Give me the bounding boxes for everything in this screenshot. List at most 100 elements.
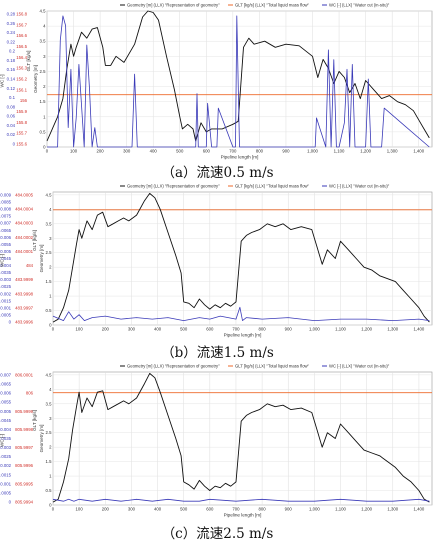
chart-panel-c: Geometry [m] (LLX) "Representation of ge… xyxy=(0,361,435,543)
wc-tick-label: 0 xyxy=(13,142,16,147)
wc-tick-label: 0.0035 xyxy=(0,270,12,275)
wc-tick-label: 0.1 xyxy=(9,95,16,100)
wc-tick-label: 0.28 xyxy=(7,12,16,17)
wc-tick-label: 0.003 xyxy=(0,445,11,450)
geometry-tick-label: 4.5 xyxy=(40,9,47,14)
wc-tick-label: 0.008 xyxy=(0,207,11,212)
geometry-tick-label: 2 xyxy=(49,445,52,450)
x-tick-label: 0 xyxy=(52,507,55,512)
wc-series-line xyxy=(52,306,430,322)
plot-area xyxy=(52,371,433,506)
wc-series-line xyxy=(52,498,430,502)
glt-axis-label: GLT [kg/s] xyxy=(32,410,37,431)
wc-tick-label: 0.14 xyxy=(7,77,16,82)
legend-label-2: WC [-] (LLX) "Water cut (in-situ)" xyxy=(329,364,390,369)
chart-panel-b: Geometry [m] (LLX) "Representation of ge… xyxy=(0,181,435,361)
wc-tick-label: 0 xyxy=(9,320,12,325)
x-tick-label: 1,400 xyxy=(414,507,425,512)
x-tick-label: 600 xyxy=(203,149,211,154)
geometry-tick-label: 0.5 xyxy=(46,308,53,313)
glt-tick-label: 155.6 xyxy=(16,142,27,147)
wc-tick-label: 0.04 xyxy=(7,123,16,128)
caption-a: （a）流速0.5 m/s xyxy=(161,165,274,181)
x-tick-label: 1,100 xyxy=(334,149,345,154)
glt-axis-label: GLT [kg/s] xyxy=(32,230,37,251)
geometry-tick-label: 2.5 xyxy=(46,430,53,435)
glt-tick-label: 805.9998 xyxy=(15,427,34,432)
x-tick-label: 100 xyxy=(76,327,84,332)
x-tick-label: 900 xyxy=(282,149,290,154)
geometry-tick-label: 4.5 xyxy=(46,192,53,197)
x-tick-label: 1,200 xyxy=(361,507,372,512)
geometry-tick-label: 1 xyxy=(49,294,52,299)
glt-axis: 155.6 155.7 155.8 155.9 156 156.1 156.2 156.3 15… xyxy=(16,12,31,147)
legend-label-1: GLT [kg/s] (LLX) "Total liquid mass flow… xyxy=(235,3,310,8)
geometry-tick-label: 2 xyxy=(43,84,46,89)
wc-tick-label: 0.2 xyxy=(9,49,16,54)
wc-tick-label: 0.0065 xyxy=(0,382,12,387)
x-tick-label: 0 xyxy=(52,327,55,332)
glt-tick-label: 805.9994 xyxy=(15,500,34,505)
wc-tick-label: 0.002 xyxy=(0,463,11,468)
wc-tick-label: 0.16 xyxy=(7,67,16,72)
x-tick-label: 800 xyxy=(259,327,267,332)
wc-tick-label: 0.0025 xyxy=(0,284,12,289)
x-tick-label: 500 xyxy=(176,149,184,154)
geometry-tick-label: 3.5 xyxy=(46,401,53,406)
wc-tick-label: 0.005 xyxy=(0,249,11,254)
wc-axis: 0 0.0005 0.001 0.0015 0.002 0.0025 0.003 0.0035… xyxy=(0,373,12,505)
geometry-tick-label: 4 xyxy=(49,207,52,212)
glt-axis-label: GLT [kg/s] xyxy=(26,51,31,72)
legend: Geometry [m] (LLX) "Representation of ge… xyxy=(120,3,390,8)
chart-panel-a: Geometry [m] (LLX) "Representation of ge… xyxy=(0,0,435,181)
x-tick-label: 200 xyxy=(102,327,110,332)
x-tick-label: 600 xyxy=(206,327,214,332)
glt-tick-label: 155.7 xyxy=(16,131,27,136)
geometry-tick-label: 4 xyxy=(49,387,52,392)
legend-label-1: GLT [kg/s] (LLX) "Total liquid mass flow… xyxy=(235,184,310,189)
wc-axis: 0 0.02 0.04 0.06 0.08 0.1 0.12 0.14 0.16 0.18 0.2 0… xyxy=(0,12,16,147)
glt-tick-label: 156.8 xyxy=(16,12,27,17)
geometry-axis: 0 0.5 1 1.5 2 2.5 3 3.5 4 4.5 Geometry [m] xyxy=(39,192,432,328)
wc-tick-label: 0.0065 xyxy=(0,228,12,233)
glt-tick-label: 805.9995 xyxy=(15,481,34,486)
geometry-axis-label: Geometry [m] xyxy=(39,245,44,273)
x-tick-label: 1,400 xyxy=(414,327,425,332)
legend-label-2: WC [-] (LLX) "Water cut (in-situ)" xyxy=(329,3,390,8)
x-tick-label: 1,200 xyxy=(361,327,372,332)
x-axis: 0 100 200 300 400 500 600 700 800 900 1,000 1,100 1,… xyxy=(52,192,425,338)
wc-axis-label: WC [-] xyxy=(0,254,5,267)
wc-tick-label: 0 xyxy=(9,500,12,505)
wc-tick-label: 0.0025 xyxy=(0,454,12,459)
glt-tick-label: 484.0004 xyxy=(15,207,34,212)
x-tick-label: 400 xyxy=(154,507,162,512)
geometry-tick-label: 2 xyxy=(49,265,52,270)
geometry-tick-label: 0.5 xyxy=(40,129,47,134)
x-tick-label: 700 xyxy=(232,327,240,332)
glt-tick-label: 156.7 xyxy=(16,22,27,27)
glt-axis: 483.9996 483.9997 483.9998 483.9999 484 484.0… xyxy=(15,193,37,325)
caption-c: （c）流速2.5 m/s xyxy=(161,526,274,542)
x-tick-label: 1,100 xyxy=(335,327,346,332)
geometry-tick-label: 4 xyxy=(43,24,46,29)
x-axis-label: Pipeline length [m] xyxy=(224,513,262,518)
wc-tick-label: 0.004 xyxy=(0,263,11,268)
x-tick-label: 1,200 xyxy=(360,149,371,154)
x-tick-label: 500 xyxy=(180,327,188,332)
x-tick-label: 1,000 xyxy=(309,507,320,512)
geometry-tick-label: 3.5 xyxy=(40,39,47,44)
wc-tick-label: 0.007 xyxy=(0,221,11,226)
wc-tick-label: 0.007 xyxy=(0,373,11,378)
glt-tick-label: 155.8 xyxy=(16,120,27,125)
x-tick-label: 600 xyxy=(206,507,214,512)
glt-tick-label: 484.0005 xyxy=(15,193,34,198)
x-tick-label: 500 xyxy=(180,507,188,512)
glt-tick-label: 156 xyxy=(20,98,28,103)
glt-tick-label: 483.9996 xyxy=(15,320,34,325)
wc-tick-label: 0.005 xyxy=(0,409,11,414)
plot-area xyxy=(46,10,433,148)
chart-b: Geometry [m] (LLX) "Representation of ge… xyxy=(0,184,433,338)
x-tick-label: 0 xyxy=(46,149,49,154)
x-tick-label: 100 xyxy=(76,507,84,512)
wc-axis-label: WC [-] xyxy=(0,434,5,447)
